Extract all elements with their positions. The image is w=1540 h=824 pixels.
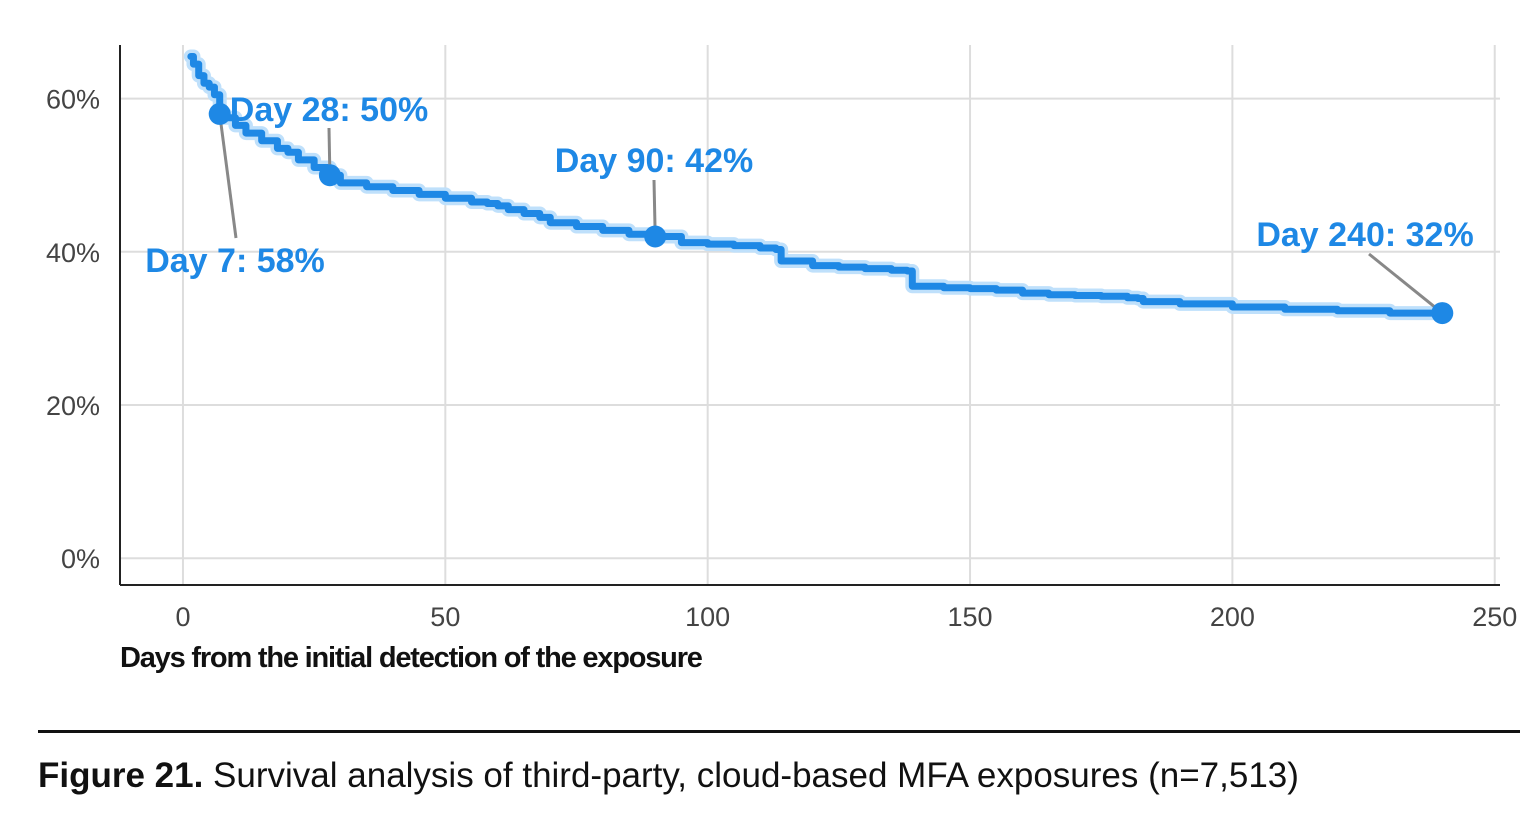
caption-text: Survival analysis of third-party, cloud-… <box>203 756 1299 795</box>
figure-caption: Figure 21. Survival analysis of third-pa… <box>38 756 1299 796</box>
annotation-label: Day 28: 50% <box>230 91 428 129</box>
annotation-point <box>208 102 231 125</box>
y-tick-label: 40% <box>46 238 100 268</box>
caption-divider <box>38 730 1520 733</box>
x-tick-label: 50 <box>430 602 460 632</box>
series-line <box>187 52 1446 319</box>
x-tick-label: 100 <box>685 602 730 632</box>
tick-labels: 0 50 100 150 200 250 0% 20% 40% 60% <box>46 85 1517 632</box>
x-tick-label: 0 <box>175 602 190 632</box>
caption-prefix: Figure 21. <box>38 756 204 795</box>
annotation-leader <box>1368 252 1444 315</box>
annotation-label: Day 7: 58% <box>145 242 325 280</box>
annotation-point <box>318 164 341 187</box>
y-tick-label: 20% <box>46 391 100 421</box>
series-group <box>183 49 1450 322</box>
x-axis-label: Days from the initial detection of the e… <box>120 642 703 674</box>
x-tick-label: 200 <box>1210 602 1255 632</box>
annotation-point <box>1431 302 1454 325</box>
y-tick-label: 60% <box>46 85 100 115</box>
annotations: Day 7: 58% Day 28: 50% Day 90: 42% Day 240:… <box>145 91 1474 325</box>
grid-lines <box>120 45 1500 585</box>
annotation-point <box>644 225 667 248</box>
x-tick-label: 250 <box>1472 602 1517 632</box>
annotation-leader <box>218 113 238 239</box>
x-tick-label: 150 <box>948 602 993 632</box>
annotation-label: Day 90: 42% <box>555 142 753 180</box>
annotation-label: Day 240: 32% <box>1256 216 1473 254</box>
axes <box>119 45 1500 586</box>
y-tick-label: 0% <box>61 544 100 574</box>
